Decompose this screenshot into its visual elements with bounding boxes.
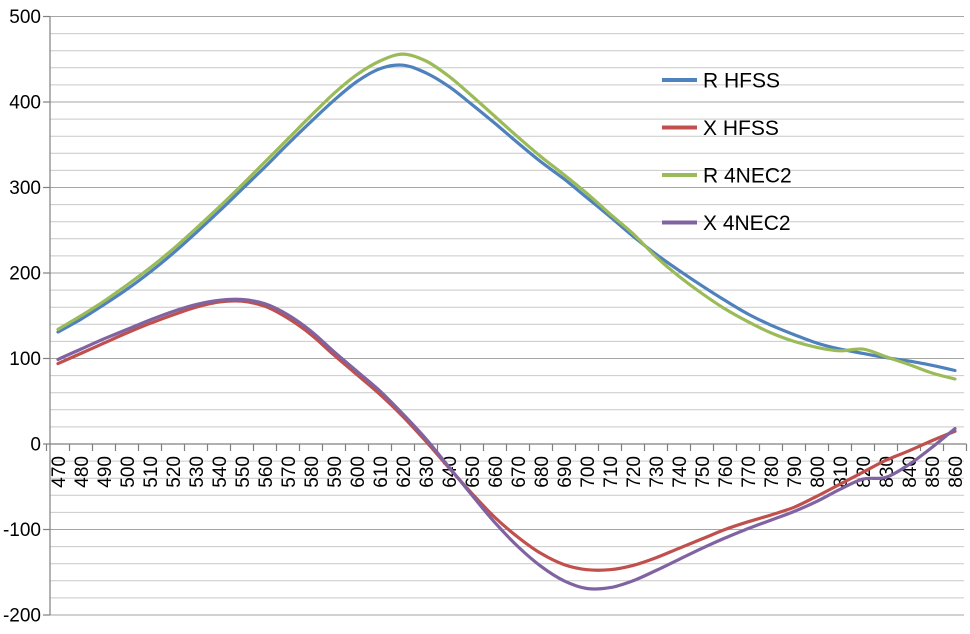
y-axis-labels: 500 400 300 200 100 0 -100 -200 bbox=[3, 7, 41, 627]
y-axis-tick-label: 100 bbox=[9, 349, 41, 370]
x-axis-tick-label: 570 bbox=[279, 456, 300, 488]
y-axis-tick-label: 200 bbox=[9, 264, 41, 285]
y-axis-tick-label: 500 bbox=[9, 7, 41, 28]
x-axis-tick-label: 670 bbox=[509, 456, 530, 488]
legend-label-r-4nec2: R 4NEC2 bbox=[703, 165, 792, 188]
axes bbox=[43, 15, 968, 616]
series-line-x-4nec2[interactable] bbox=[56, 297, 957, 591]
x-axis-tick-label: 850 bbox=[923, 456, 944, 488]
x-axis-tick-label: 480 bbox=[72, 456, 93, 488]
x-axis-tick-label: 860 bbox=[946, 456, 967, 488]
x-axis-tick-label: 620 bbox=[394, 456, 415, 488]
x-axis-tick-label: 660 bbox=[486, 456, 507, 488]
x-axis-tick-label: 780 bbox=[762, 456, 783, 488]
x-axis-tick-label: 710 bbox=[601, 456, 622, 488]
series-line-r-hfss[interactable] bbox=[56, 63, 957, 373]
x-axis-tick-label: 470 bbox=[49, 456, 70, 488]
x-axis-tick-label: 630 bbox=[417, 456, 438, 488]
legend-item-x-4nec2[interactable]: X 4NEC2 bbox=[662, 212, 791, 235]
x-axis-tick-label: 590 bbox=[325, 456, 346, 488]
legend-item-r-hfss[interactable]: R HFSS bbox=[662, 70, 780, 93]
series-line-r-4nec2[interactable] bbox=[56, 52, 957, 381]
x-axis-tick-label: 790 bbox=[785, 456, 806, 488]
x-axis-tick-label: 510 bbox=[141, 456, 162, 488]
legend-item-x-hfss[interactable]: X HFSS bbox=[662, 117, 779, 140]
gridlines bbox=[50, 16, 964, 616]
x-axis-tick-label: 580 bbox=[302, 456, 323, 488]
x-axis-tick-label: 840 bbox=[900, 456, 921, 488]
legend-label-x-hfss: X HFSS bbox=[703, 117, 779, 140]
x-axis-tick-label: 610 bbox=[371, 456, 392, 488]
x-axis-tick-label: 750 bbox=[693, 456, 714, 488]
y-axis-tick-label: 0 bbox=[30, 435, 41, 456]
x-axis-tick-label: 650 bbox=[463, 456, 484, 488]
x-axis-tick-label: 550 bbox=[233, 456, 254, 488]
x-axis-tick-label: 770 bbox=[739, 456, 760, 488]
legend: R HFSS X HFSS R 4NEC2 X 4NEC2 bbox=[662, 70, 792, 235]
x-axis-tick-label: 500 bbox=[118, 456, 139, 488]
series-line-x-hfss[interactable] bbox=[56, 299, 957, 572]
legend-label-r-hfss: R HFSS bbox=[703, 70, 780, 93]
y-axis-tick-label: 300 bbox=[9, 178, 41, 199]
x-axis-tick-label: 720 bbox=[624, 456, 645, 488]
x-axis-tick-label: 740 bbox=[670, 456, 691, 488]
x-axis-tick-label: 520 bbox=[164, 456, 185, 488]
x-axis-tick-label: 690 bbox=[555, 456, 576, 488]
x-axis-tick-label: 560 bbox=[256, 456, 277, 488]
x-axis-tick-label: 800 bbox=[808, 456, 829, 488]
y-axis-tick-label: -200 bbox=[3, 606, 41, 627]
y-axis-tick-label: -100 bbox=[3, 520, 41, 541]
x-axis-tick-label: 680 bbox=[532, 456, 553, 488]
x-axis-tick-label: 730 bbox=[647, 456, 668, 488]
x-axis-tick-label: 600 bbox=[348, 456, 369, 488]
legend-label-x-4nec2: X 4NEC2 bbox=[703, 212, 791, 235]
x-axis-tick-label: 760 bbox=[716, 456, 737, 488]
x-axis-tick-label: 540 bbox=[210, 456, 231, 488]
y-axis-tick-label: 400 bbox=[9, 93, 41, 114]
x-axis-labels: 470 480 490 500 510 520 530 540 550 560 570 580 590 6… bbox=[49, 456, 967, 488]
x-axis-tick-label: 530 bbox=[187, 456, 208, 488]
legend-item-r-4nec2[interactable]: R 4NEC2 bbox=[662, 165, 792, 188]
series-lines bbox=[56, 52, 957, 591]
x-axis-tick-label: 700 bbox=[578, 456, 599, 488]
x-axis-tick-label: 490 bbox=[95, 456, 116, 488]
x-axis-tick-label: 830 bbox=[877, 456, 898, 488]
